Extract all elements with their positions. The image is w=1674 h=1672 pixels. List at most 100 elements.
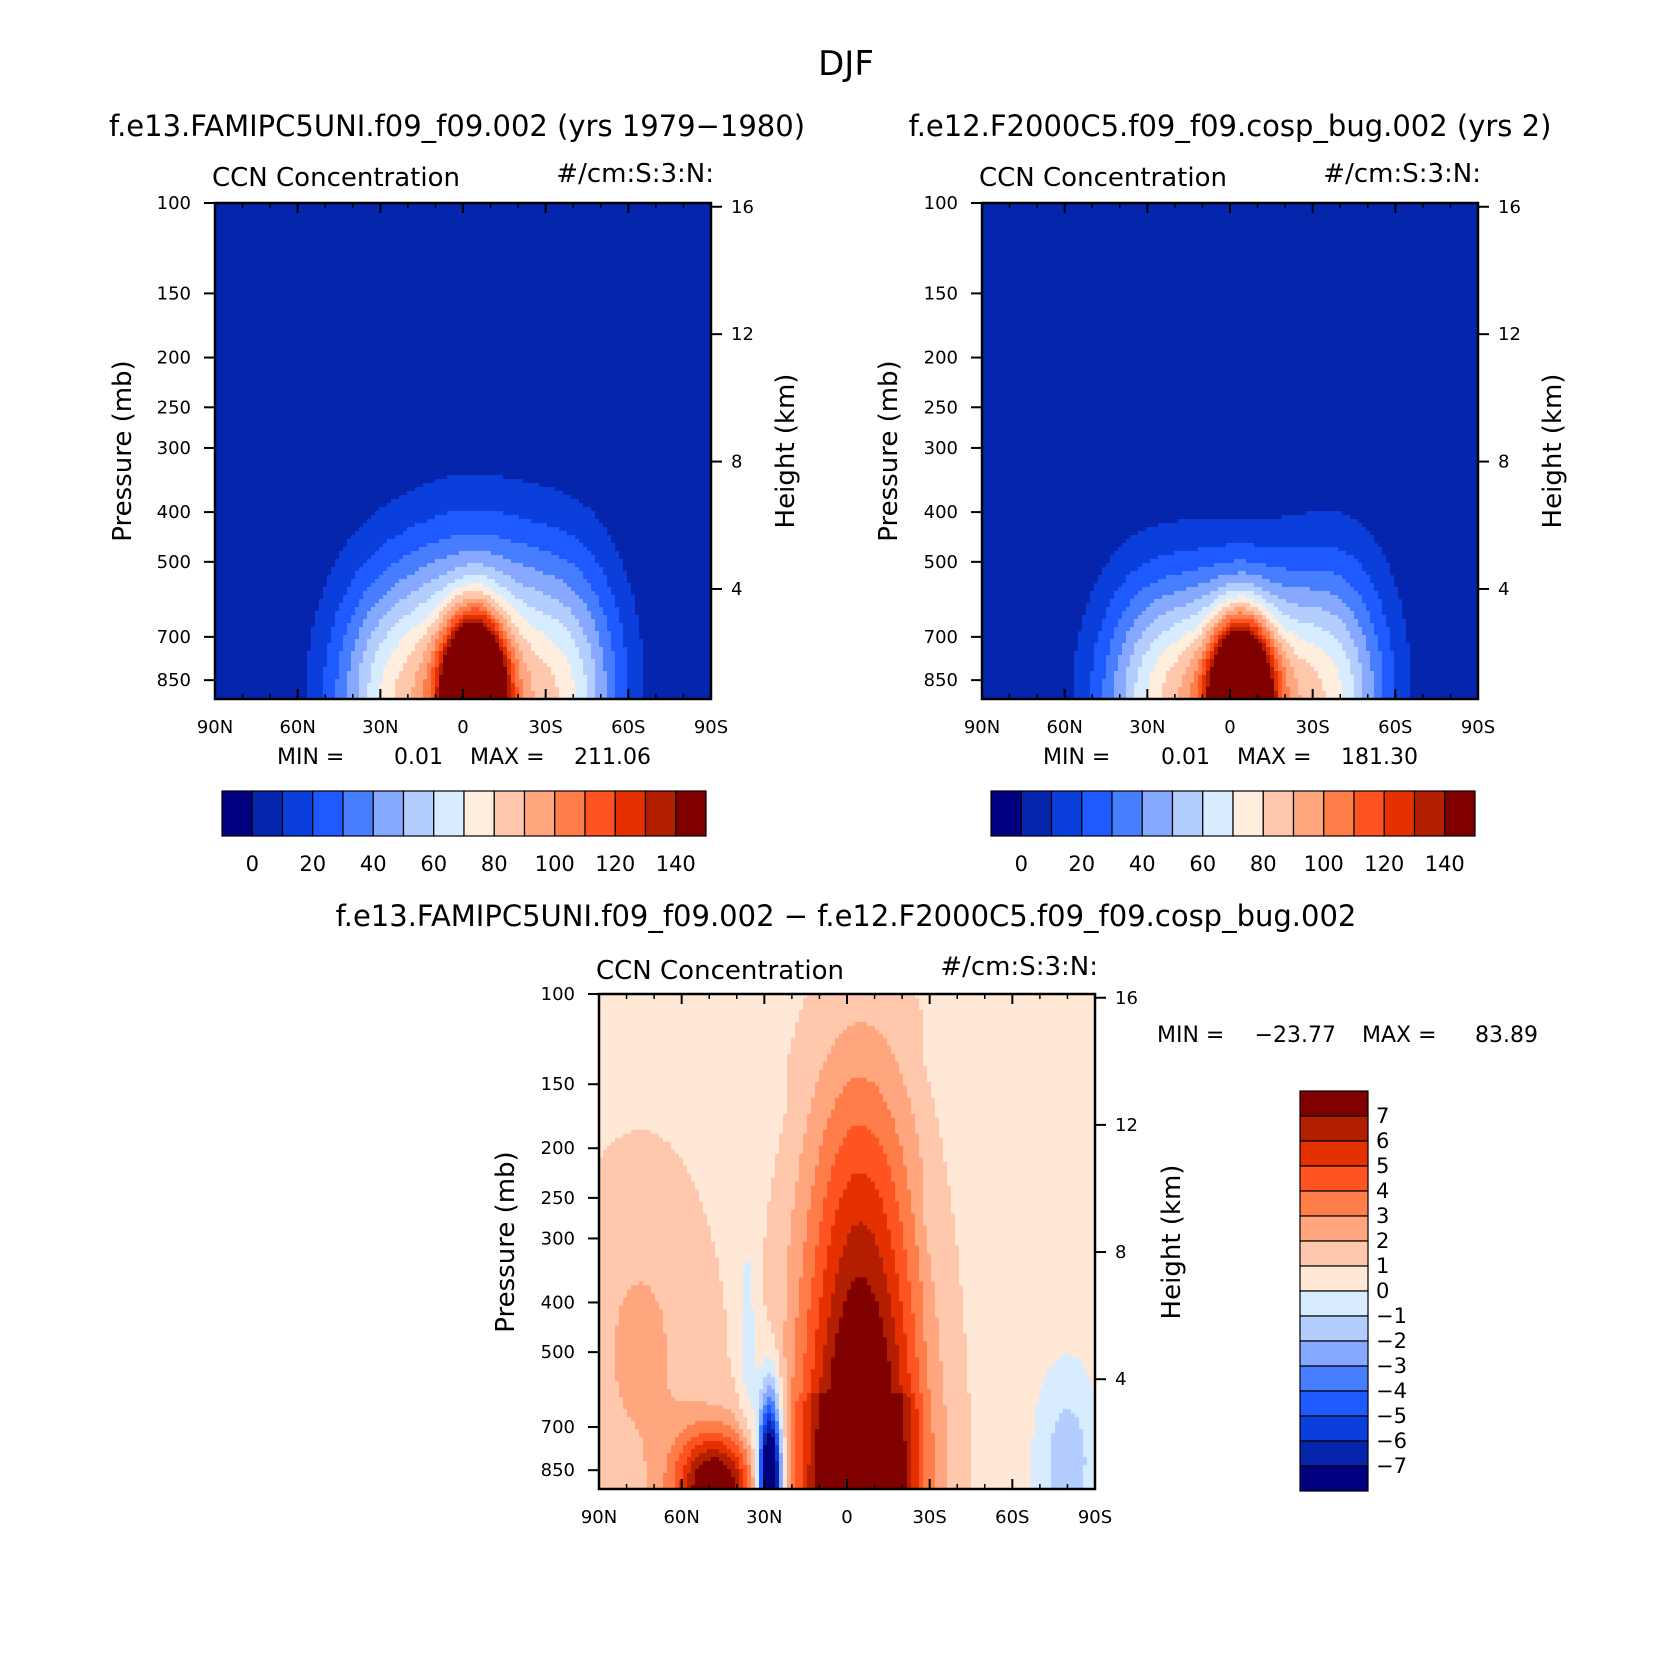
contour-cell xyxy=(215,491,408,496)
contour-cell xyxy=(931,1081,1095,1087)
contour-cell xyxy=(1274,623,1283,628)
contour-cell xyxy=(1350,671,1363,676)
contour-cell xyxy=(1031,1465,1052,1470)
contour-cell xyxy=(1226,543,1255,548)
contour-cell xyxy=(607,675,616,680)
contour-cell xyxy=(599,1377,616,1382)
contour-cell xyxy=(1154,663,1175,668)
contour-cell xyxy=(215,487,416,492)
contour-cell xyxy=(627,575,711,580)
contour-cell xyxy=(851,1173,868,1179)
contour-cell xyxy=(743,1473,748,1478)
contour-cell xyxy=(1250,603,1263,608)
contour-cell xyxy=(795,1405,804,1410)
colorbar-label: 60 xyxy=(420,852,447,876)
contour-cell xyxy=(1366,571,1391,576)
contour-cell xyxy=(1126,671,1139,676)
contour-cell xyxy=(807,1313,820,1318)
contour-cell xyxy=(815,1273,824,1279)
contour-cell xyxy=(767,1201,796,1207)
contour-cell xyxy=(1122,611,1143,616)
contour-cell xyxy=(1035,1405,1095,1410)
contour-cell xyxy=(215,235,711,240)
contour-cell xyxy=(419,603,440,608)
contour-cell xyxy=(803,1473,808,1478)
contour-cell xyxy=(611,635,624,640)
contour-cell xyxy=(647,1461,668,1466)
contour-cell xyxy=(1090,691,1103,696)
contour-cell xyxy=(947,1165,1095,1171)
contour-cell xyxy=(847,1241,876,1247)
contour-cell xyxy=(487,607,496,612)
contour-cell xyxy=(775,1433,780,1438)
contour-cell xyxy=(919,1249,928,1255)
contour-cell xyxy=(615,1365,668,1370)
contour-cell xyxy=(1250,627,1259,632)
contour-cell xyxy=(1346,579,1371,584)
y2-tick-label: 12 xyxy=(731,324,754,345)
contour-cell xyxy=(1406,623,1478,628)
contour-cell xyxy=(775,1169,800,1175)
contour-cell xyxy=(831,1313,844,1318)
colorbar-label: 140 xyxy=(656,852,696,876)
contour-cell xyxy=(511,627,520,632)
contour-cell xyxy=(1286,675,1295,680)
contour-cell xyxy=(631,1285,652,1290)
contour-cell xyxy=(671,1145,780,1151)
contour-cell xyxy=(571,663,584,668)
contour-cell xyxy=(215,483,424,488)
contour-cell xyxy=(811,1293,824,1298)
contour-cell xyxy=(719,1273,744,1279)
contour-cell xyxy=(1266,659,1271,664)
contour-cell xyxy=(763,1277,788,1283)
colorbar-box xyxy=(1299,1315,1369,1342)
contour-cell xyxy=(747,1485,752,1489)
contour-cell xyxy=(927,1245,960,1251)
contour-cell xyxy=(767,1233,792,1239)
contour-cell xyxy=(743,1433,752,1438)
x-tick-label: 60S xyxy=(611,717,645,738)
contour-cell xyxy=(907,1273,920,1279)
contour-cell xyxy=(311,647,328,652)
contour-cell xyxy=(375,551,412,556)
contour-cell xyxy=(943,1365,968,1370)
contour-cell xyxy=(803,1249,816,1255)
contour-cell xyxy=(1286,671,1295,676)
contour-cell xyxy=(1250,623,1259,628)
contour-cell xyxy=(1202,651,1207,656)
contour-cell xyxy=(323,679,336,684)
contour-cell xyxy=(1106,663,1119,668)
contour-cell xyxy=(923,1185,952,1191)
contour-cell xyxy=(507,623,516,628)
contour-cell xyxy=(399,671,416,676)
contour-cell xyxy=(835,1221,860,1227)
contour-cell xyxy=(831,1241,848,1247)
contour-cell xyxy=(423,683,432,688)
contour-cell xyxy=(691,1449,708,1454)
contour-cell xyxy=(1074,691,1091,696)
colorbar-box xyxy=(1299,1190,1369,1217)
contour-cell xyxy=(982,623,1083,628)
contour-cell xyxy=(751,1433,756,1438)
contour-cell xyxy=(215,463,711,468)
panel-1-colorbar: 0 20 40 60 80 100 120 140 xyxy=(221,790,707,876)
contour-cell xyxy=(599,1289,628,1294)
contour-cell xyxy=(1206,659,1211,664)
contour-cell xyxy=(982,211,1478,216)
contour-cell xyxy=(795,1449,804,1454)
panel-1-axes: 90N 60N 30N 0 30S 60S 90S100150200250300400500… xyxy=(157,193,754,738)
contour-cell xyxy=(599,1209,704,1215)
contour-cell xyxy=(783,1329,796,1334)
contour-cell xyxy=(371,679,384,684)
contour-cell xyxy=(1262,587,1311,592)
contour-cell xyxy=(399,619,424,624)
contour-cell xyxy=(799,1309,808,1314)
contour-cell xyxy=(815,1089,844,1095)
contour-cell xyxy=(879,1313,892,1318)
contour-cell xyxy=(631,1129,652,1135)
contour-cell xyxy=(727,1321,744,1326)
contour-cell xyxy=(982,391,1478,396)
contour-cell xyxy=(939,1349,968,1354)
contour-cell xyxy=(879,1141,900,1147)
contour-cell xyxy=(455,587,492,592)
